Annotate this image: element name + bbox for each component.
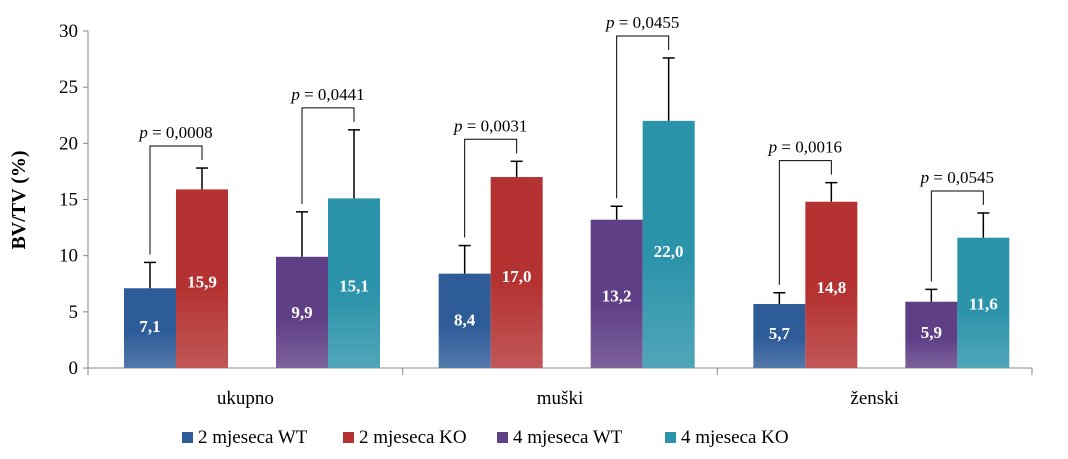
bar	[176, 189, 228, 368]
bracket-line	[616, 35, 670, 199]
legend-item: 4 mjeseca WT	[497, 427, 623, 448]
significance-bracket: p = 0,0016	[768, 138, 842, 285]
bracket-line	[301, 107, 355, 204]
legend-item: 2 mjeseca WT	[182, 427, 308, 448]
data-label: 11,6	[969, 294, 998, 313]
significance-bracket: p = 0,0008	[138, 123, 213, 255]
bar	[905, 301, 958, 368]
bracket-line	[930, 190, 984, 282]
legend-label: 4 mjeseca WT	[513, 427, 623, 448]
p-value-label: p = 0,0545	[920, 168, 994, 187]
bar	[590, 219, 643, 368]
x-axis: ukupno muški ženski	[87, 367, 1033, 409]
x-tick-label: muški	[537, 388, 583, 409]
y-tick-label: 15	[59, 190, 78, 211]
significance-bracket: p = 0,0545	[920, 168, 994, 282]
legend-item: 4 mjeseca KO	[665, 427, 789, 448]
p-value-label: p = 0,0008	[138, 123, 212, 142]
data-label: 17,0	[502, 267, 532, 286]
data-label: 8,4	[454, 311, 476, 330]
x-tick-label: ženski	[850, 388, 899, 409]
y-tick-label: 20	[59, 133, 78, 154]
legend-swatch	[343, 432, 354, 443]
bracket-line	[149, 145, 203, 255]
bar	[438, 273, 491, 368]
y-tick-label: 0	[69, 358, 79, 379]
data-label: 13,2	[602, 286, 632, 305]
p-value-label: p = 0,0031	[453, 116, 527, 135]
legend: 2 mjeseca WT 2 mjeseca KO 4 mjeseca WT 4 mj…	[182, 427, 789, 448]
p-value-label: p = 0,0455	[605, 13, 679, 32]
data-label: 7,1	[139, 317, 160, 336]
legend-swatch	[665, 432, 676, 443]
significance-bracket: p = 0,0031	[453, 116, 527, 238]
significance-annotations: p = 0,0008 p = 0,0441 p = 0,0031 p = 0,0455…	[138, 13, 994, 285]
p-value-label: p = 0,0441	[290, 85, 364, 104]
legend-swatch	[182, 432, 193, 443]
y-tick-label: 30	[59, 21, 78, 42]
bracket-line	[778, 160, 832, 285]
legend-label: 2 mjeseca WT	[198, 427, 308, 448]
significance-bracket: p = 0,0455	[605, 13, 679, 199]
legend-item: 2 mjeseca KO	[343, 427, 467, 448]
data-label: 5,7	[769, 324, 791, 343]
legend-label: 4 mjeseca KO	[681, 427, 789, 448]
bar	[805, 201, 858, 368]
bracket-line	[464, 138, 518, 238]
data-label: 15,1	[339, 277, 369, 296]
bars: 7,1 15,9 9,9 15,1 8,4 17,0 13,2 22,0 5,7 14,8 5,9 1…	[124, 57, 1010, 368]
significance-bracket: p = 0,0441	[290, 85, 365, 204]
y-tick-label: 10	[59, 246, 78, 267]
bar	[490, 177, 543, 368]
data-label: 22,0	[654, 242, 684, 261]
bar	[753, 303, 806, 368]
data-label: 5,9	[921, 323, 942, 342]
y-axis: 0 5 10 15 20 25 30	[59, 21, 89, 379]
x-tick-label: ukupno	[217, 388, 274, 409]
y-tick-label: 5	[69, 302, 79, 323]
bar	[124, 288, 176, 368]
bar	[957, 237, 1010, 368]
data-label: 15,9	[187, 273, 217, 292]
bar	[276, 256, 328, 368]
legend-label: 2 mjeseca KO	[359, 427, 467, 448]
y-tick-label: 25	[59, 77, 78, 98]
bar	[642, 120, 695, 368]
p-value-label: p = 0,0016	[768, 138, 842, 157]
y-axis-title: BV/TV (%)	[8, 150, 30, 249]
bar	[328, 198, 380, 368]
data-label: 9,9	[291, 303, 312, 322]
legend-swatch	[497, 432, 508, 443]
data-label: 14,8	[816, 278, 846, 297]
